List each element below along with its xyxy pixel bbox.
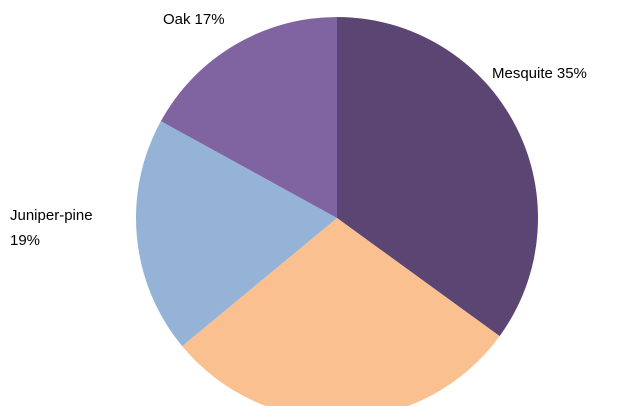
slice-label: Juniper-pine 19% <box>10 207 93 249</box>
slice-value-label: 17% <box>195 11 225 28</box>
slice-value-label: 19% <box>10 232 40 249</box>
pie-slice <box>337 17 538 337</box>
slice-label: Mesquite 35% <box>492 65 587 82</box>
slice-category: Oak <box>163 11 191 28</box>
pie-slice <box>182 218 500 406</box>
slice-label: Oak 17% <box>163 11 225 28</box>
slice-category: Juniper-pine <box>10 207 93 224</box>
slice-value-label: 35% <box>557 65 587 82</box>
pie-slice <box>136 121 337 347</box>
slice-category: Mesquite <box>492 65 553 82</box>
pie-slice <box>160 17 337 218</box>
